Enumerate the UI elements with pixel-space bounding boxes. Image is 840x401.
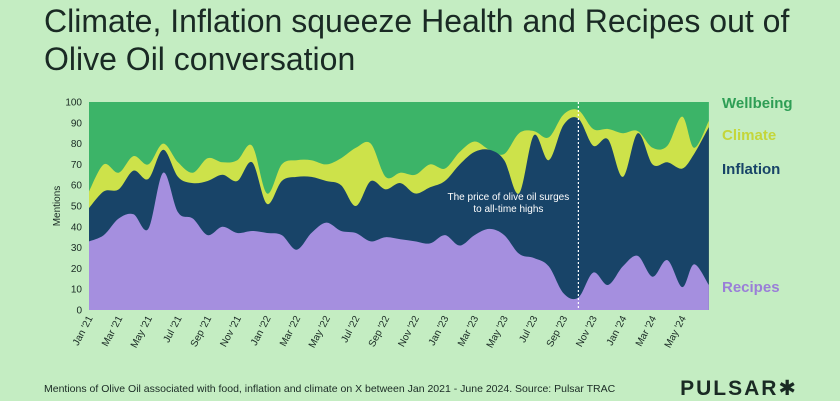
annotation-text-line1: The price of olive oil surges [448,192,570,203]
x-tick-label: Mar '21 [100,314,125,349]
x-tick-label: May '22 [307,314,333,350]
x-tick-label: Mar '24 [634,314,659,349]
y-tick-label: 70 [71,160,83,171]
x-tick-label: Jan '21 [71,314,96,348]
x-tick-label: May '24 [663,314,689,350]
area-recipes [89,172,709,310]
x-tick-label: May '23 [485,314,511,350]
x-tick-label: Mar '22 [278,314,303,349]
x-tick-label: Mar '23 [456,314,481,349]
x-tick-label: Sep '22 [367,314,393,349]
y-tick-label: 0 [76,306,82,317]
x-axis: Jan '21 Mar '21 May '21 Jul '21 Sep '21 Nov '… [71,314,689,350]
x-tick-label: Jan '24 [605,314,630,348]
y-tick-label: 30 [71,243,83,254]
y-axis-label: Mentions [52,186,63,227]
brand-logo: PULSAR✱ [680,377,798,400]
x-tick-label: Jul '21 [162,314,185,345]
annotation-text-line2: to all-time highs [473,204,543,215]
x-tick-label: Jan '23 [427,314,452,348]
y-tick-label: 60 [71,181,83,192]
series-labels: Recipes Inflation Climate Wellbeing [722,95,793,296]
chart-title: Climate, Inflation squeeze Health and Re… [44,3,790,77]
source-note: Mentions of Olive Oil associated with fo… [44,383,616,395]
series-label-inflation: Inflation [722,161,780,178]
series-label-climate: Climate [722,127,776,144]
x-tick-label: Nov '22 [396,314,422,349]
y-axis: 0 10 20 30 40 50 60 70 80 90 100 [65,98,82,317]
x-tick-label: Jan '22 [249,314,274,348]
y-tick-label: 80 [71,139,83,150]
series-label-recipes: Recipes [722,279,780,296]
y-tick-label: 50 [71,202,83,213]
y-tick-label: 90 [71,118,83,129]
y-tick-label: 40 [71,222,83,233]
x-tick-label: Sep '23 [545,314,571,349]
x-tick-label: Nov '21 [218,314,244,349]
x-tick-label: May '21 [129,314,155,350]
y-tick-label: 100 [65,98,82,109]
y-tick-label: 20 [71,264,83,275]
y-tick-label: 10 [71,285,83,296]
area-series-group [89,102,709,310]
x-tick-label: Nov '23 [574,314,600,349]
series-label-wellbeing: Wellbeing [722,95,793,112]
x-tick-label: Jul '22 [339,314,362,345]
x-tick-label: Jul '23 [517,314,540,345]
x-tick-label: Sep '21 [189,314,215,349]
